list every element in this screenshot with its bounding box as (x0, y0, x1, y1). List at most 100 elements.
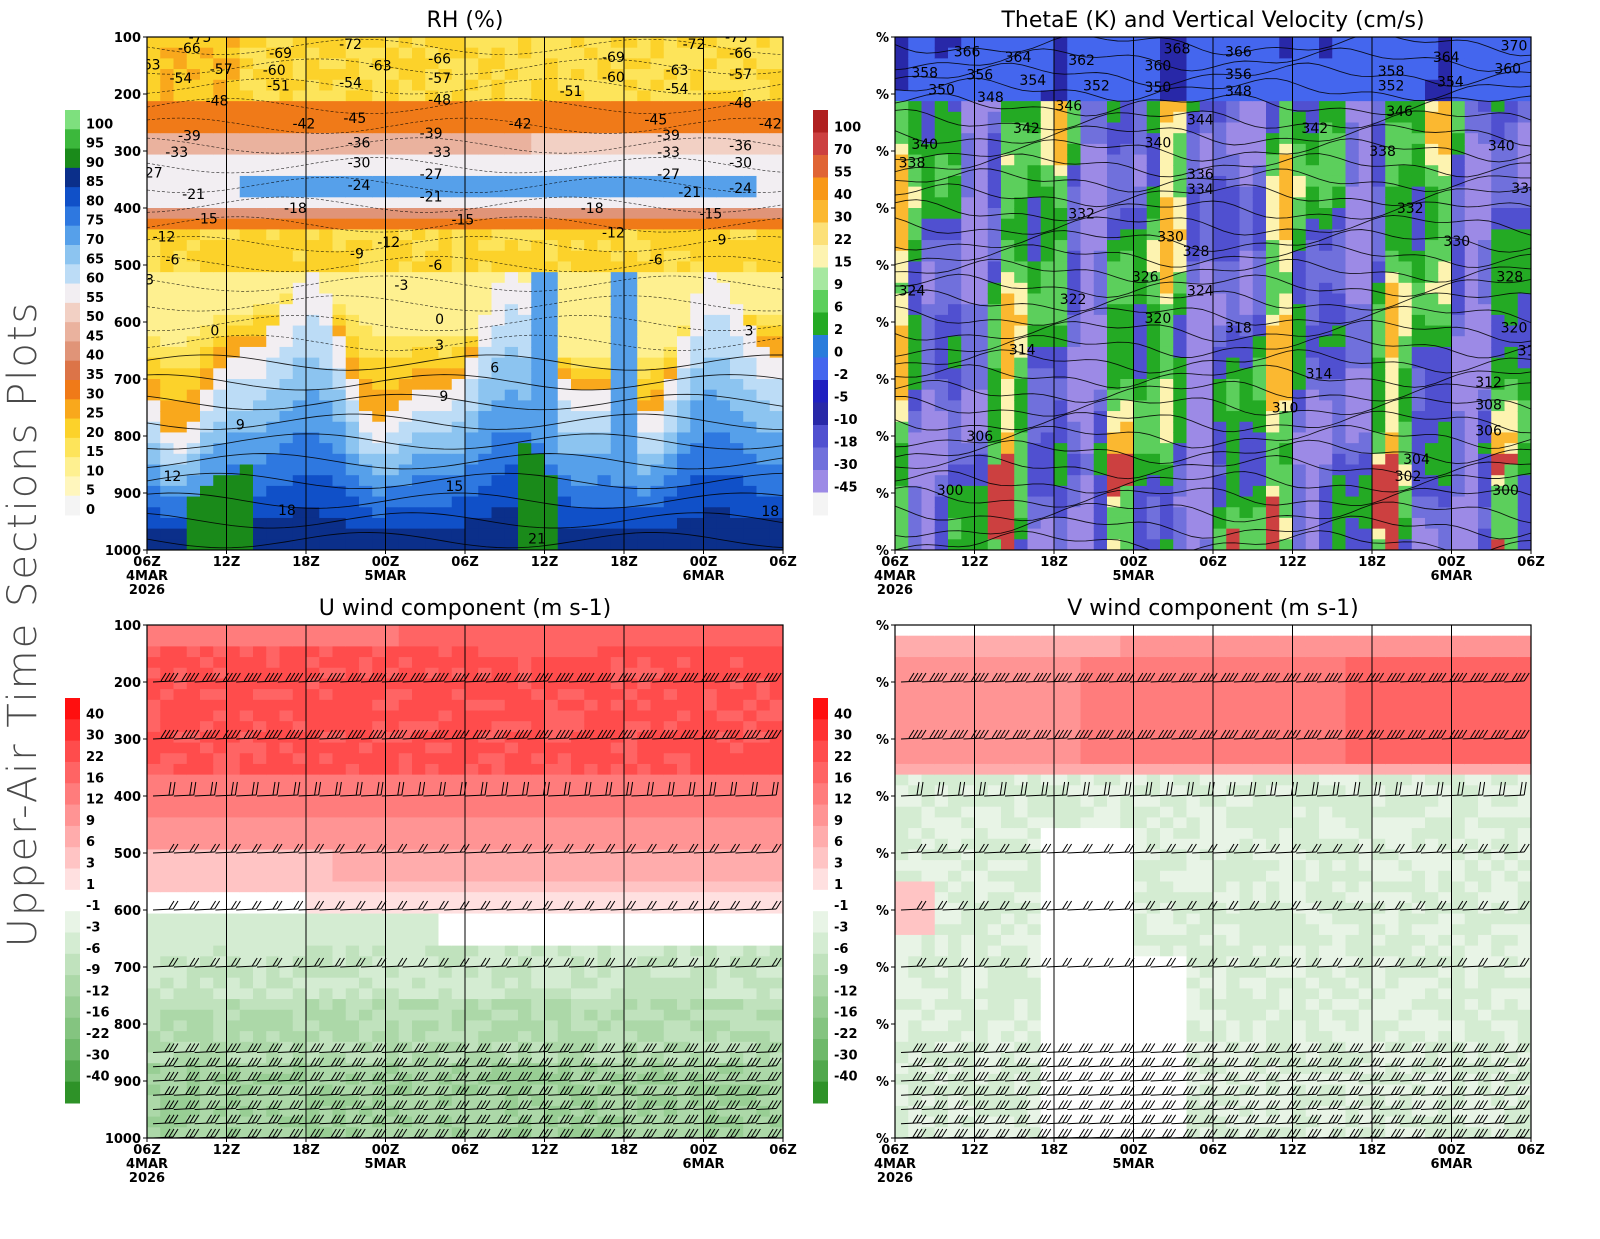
heatmap-cell (372, 358, 386, 369)
heatmap-cell (1107, 539, 1121, 550)
heatmap-cell (730, 497, 744, 508)
heatmap-cell (306, 240, 320, 251)
u-title: U wind component (m s-1) (319, 596, 612, 621)
heatmap-cell (160, 90, 174, 101)
heatmap-cell (757, 261, 771, 272)
contour-label: 340 (1145, 135, 1172, 151)
contour-label: 358 (911, 65, 938, 81)
heatmap-cell (306, 69, 320, 80)
heatmap-cell (1279, 197, 1293, 208)
heatmap-cell (1478, 251, 1492, 262)
heatmap-cell (1412, 251, 1426, 262)
heatmap-cell (425, 379, 439, 390)
heatmap-cell (266, 144, 280, 155)
heatmap-cell (531, 443, 545, 454)
heatmap-cell (399, 390, 413, 401)
heatmap-cell (306, 229, 320, 240)
heatmap-cell (213, 486, 227, 497)
heatmap-cell (1491, 507, 1505, 518)
heatmap-cell (1319, 529, 1333, 540)
heatmap-cell (147, 315, 161, 326)
heatmap-cell (492, 507, 506, 518)
heatmap-cell (359, 443, 373, 454)
heatmap-cell (187, 58, 201, 69)
heatmap-cell (922, 454, 936, 465)
heatmap-cell (1107, 261, 1121, 272)
heatmap-cell (598, 486, 612, 497)
heatmap-cell (1518, 400, 1532, 411)
contour-label: 366 (1225, 44, 1252, 60)
heatmap-cell (531, 187, 545, 198)
heatmap-cell (280, 219, 294, 230)
contour-label: 336 (1187, 167, 1214, 183)
heatmap-cell (611, 133, 625, 144)
heatmap-cell (452, 69, 466, 80)
heatmap-cell (1293, 90, 1307, 101)
heatmap-cell (1385, 187, 1399, 198)
heatmap-cell (505, 261, 519, 272)
heatmap-cell (637, 219, 651, 230)
heatmap-cell (386, 443, 400, 454)
heatmap-cell (1279, 240, 1293, 251)
heatmap-cell (200, 294, 214, 305)
heatmap-cell (1253, 336, 1267, 347)
heatmap-cell (1147, 486, 1161, 497)
heatmap-cell (770, 294, 784, 305)
heatmap-cell (558, 465, 572, 476)
heatmap-cell (333, 208, 347, 219)
heatmap-cell (1491, 219, 1505, 230)
heatmap-cell (306, 539, 320, 550)
heatmap-cell (1372, 133, 1386, 144)
heatmap-cell (425, 539, 439, 550)
heatmap-cell (611, 443, 625, 454)
colorbar-swatch (65, 322, 80, 342)
heatmap-cell (1107, 294, 1121, 305)
colorbar-label: 0 (834, 346, 843, 361)
heatmap-cell (1028, 304, 1042, 315)
heatmap-cell (1226, 101, 1240, 112)
contour-label: 356 (1225, 67, 1252, 83)
heatmap-cell (1399, 486, 1413, 497)
heatmap-cell (637, 37, 651, 48)
heatmap-cell (399, 112, 413, 123)
heatmap-cell (948, 229, 962, 240)
heatmap-cell (1293, 465, 1307, 476)
heatmap-cell (439, 529, 453, 540)
heatmap-cell (1425, 208, 1439, 219)
heatmap-cell (1452, 261, 1466, 272)
heatmap-cell (1213, 379, 1227, 390)
heatmap-cell (1478, 336, 1492, 347)
heatmap-cell (664, 539, 678, 550)
heatmap-cell (174, 315, 188, 326)
heatmap-cell (1266, 219, 1280, 230)
heatmap-cell (1425, 432, 1439, 443)
heatmap-cell (1346, 219, 1360, 230)
heatmap-cell (1200, 272, 1214, 283)
heatmap-cell (346, 507, 360, 518)
heatmap-cell (386, 465, 400, 476)
heatmap-cell (704, 101, 718, 112)
heatmap-cell (677, 518, 691, 529)
heatmap-cell (518, 497, 532, 508)
heatmap-cell (213, 347, 227, 358)
y-tick-label: % (876, 88, 889, 103)
heatmap-cell (637, 336, 651, 347)
heatmap-cell (1001, 475, 1015, 486)
heatmap-cell (704, 123, 718, 134)
contour-label: -48 (428, 93, 451, 109)
heatmap-cell (935, 390, 949, 401)
heatmap-cell (961, 390, 975, 401)
heatmap-cell (465, 144, 479, 155)
colorbar-swatch (65, 129, 80, 149)
heatmap-cell (611, 326, 625, 337)
heatmap-cell (571, 507, 585, 518)
heatmap-cell (227, 133, 241, 144)
heatmap-cell (558, 326, 572, 337)
heatmap-cell (492, 272, 506, 283)
heatmap-cell (1160, 486, 1174, 497)
heatmap-cell (611, 304, 625, 315)
heatmap-cell (1120, 465, 1134, 476)
heatmap-cell (1041, 539, 1055, 550)
heatmap-cell (1266, 379, 1280, 390)
